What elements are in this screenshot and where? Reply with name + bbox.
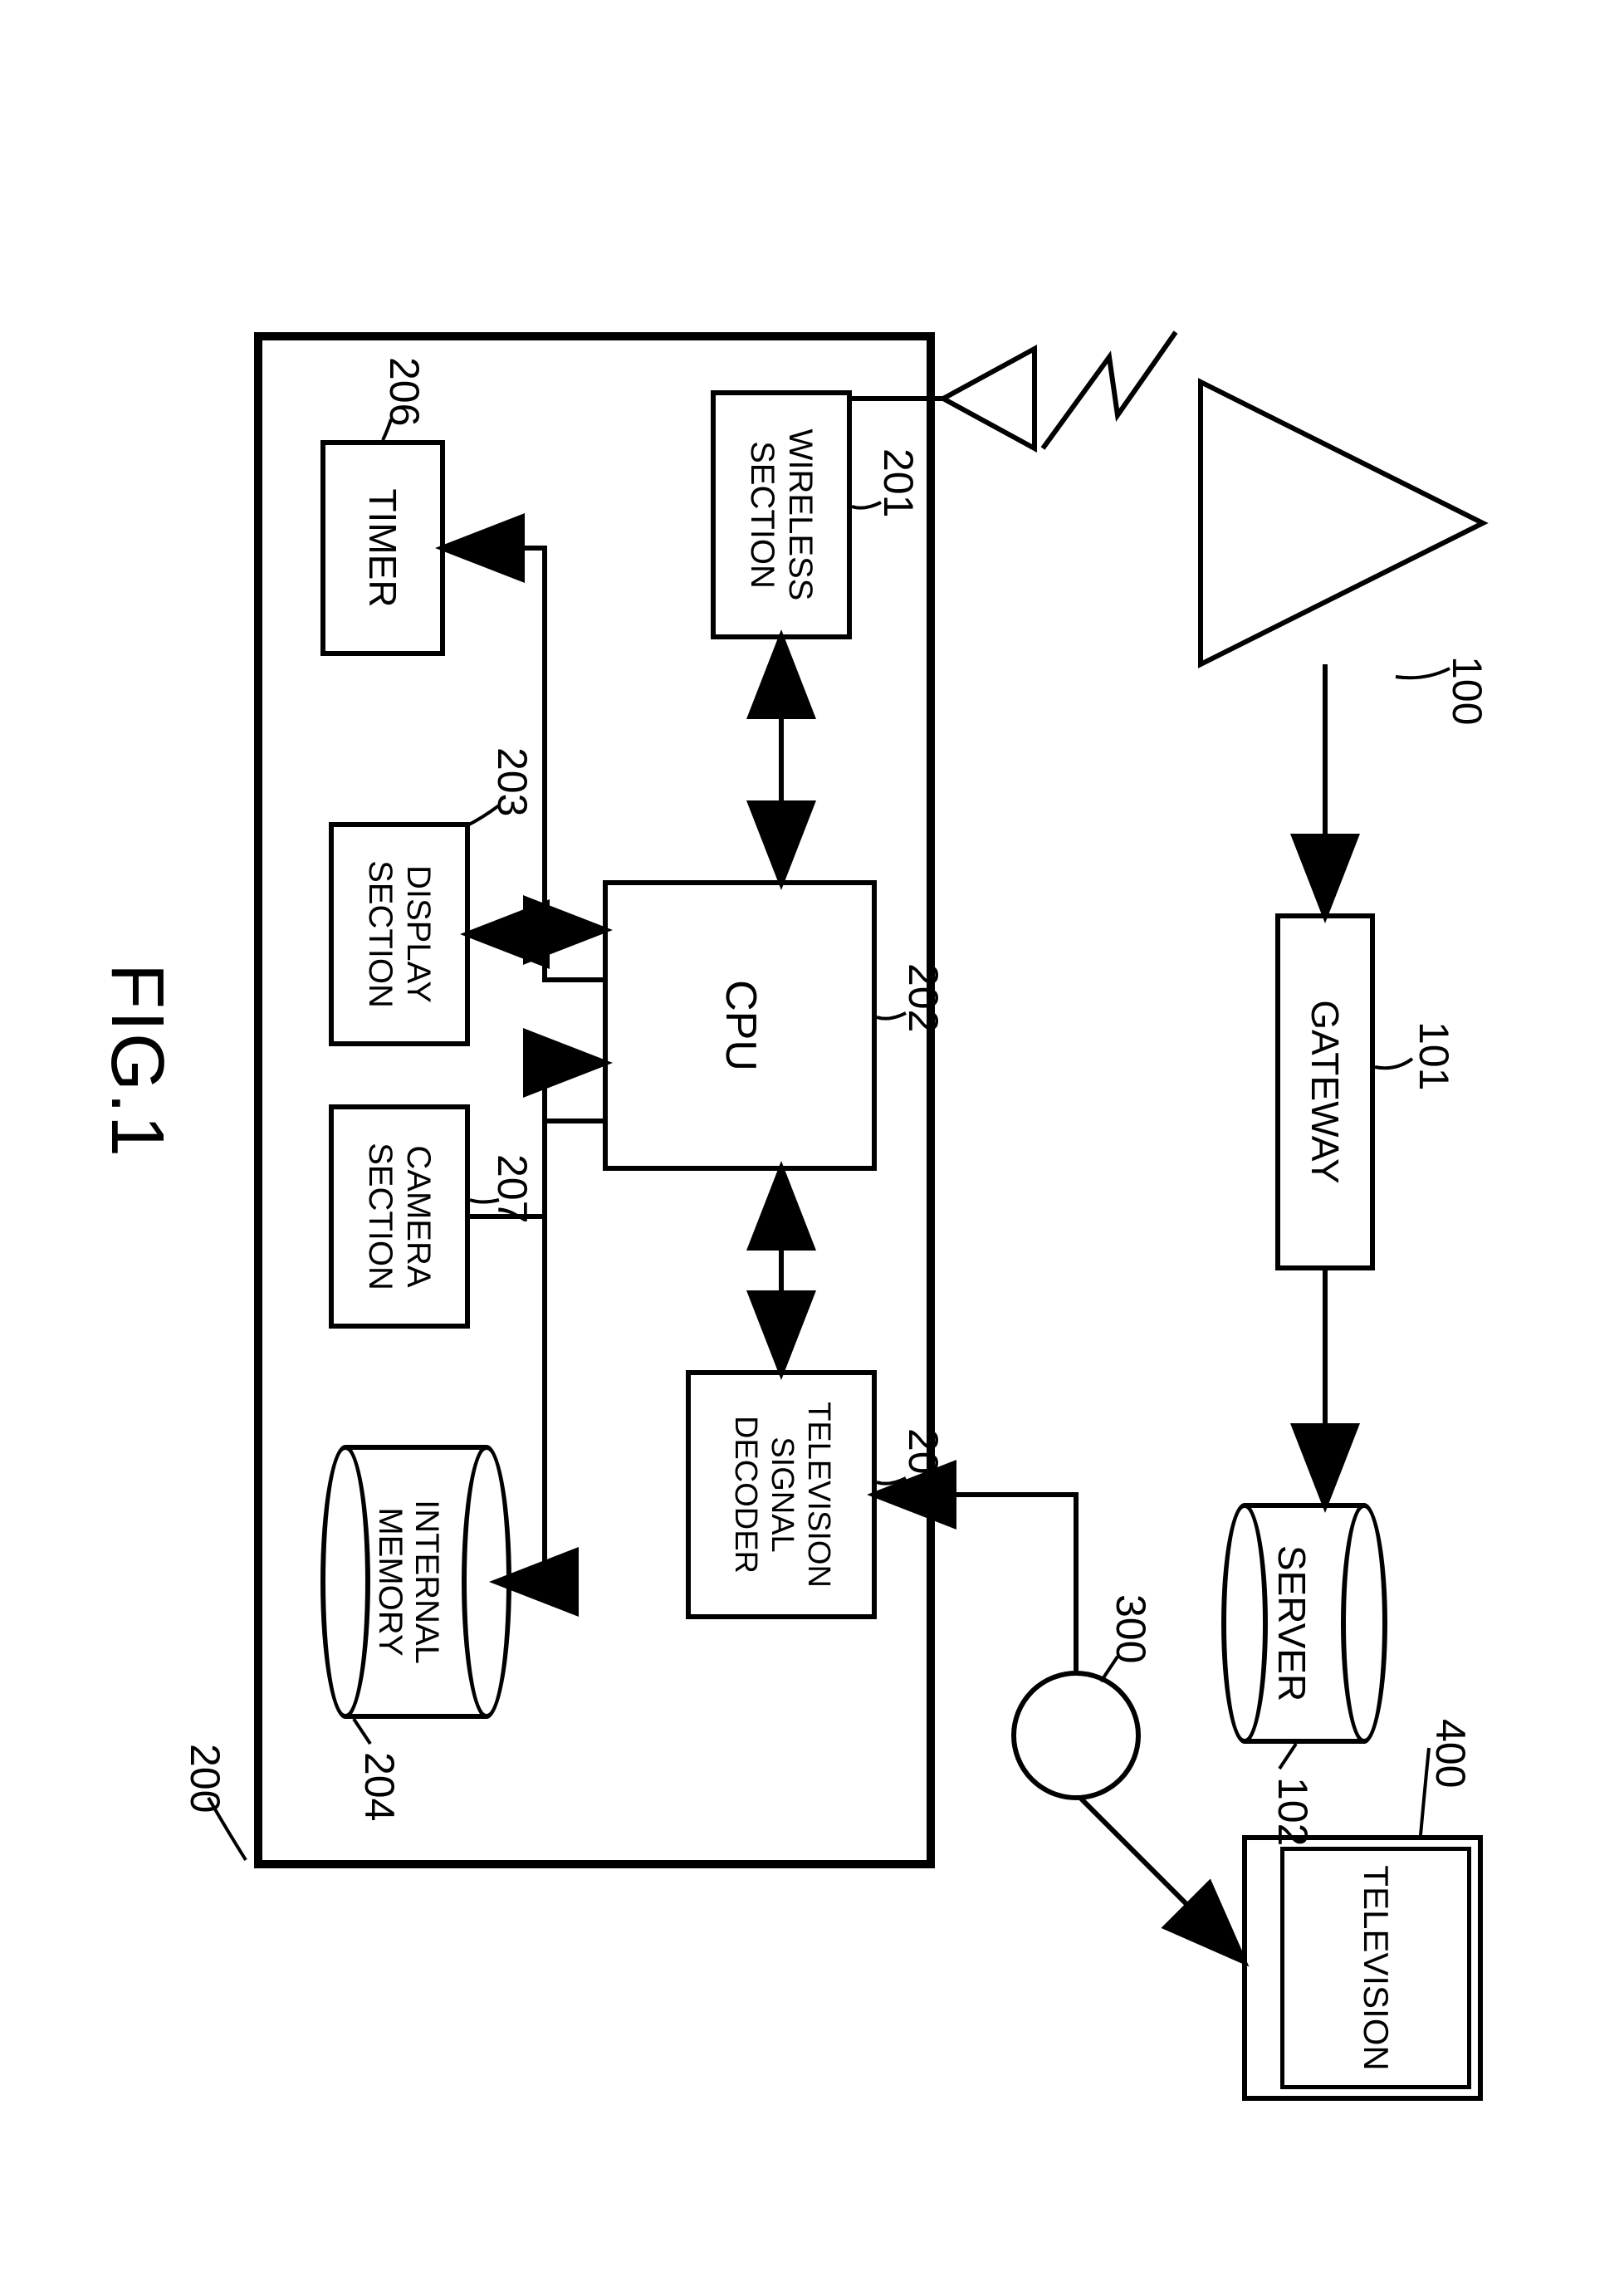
cpu-label: CPU	[715, 980, 765, 1071]
ref-101: 101	[1410, 1021, 1458, 1090]
camera-box: CAMERASECTION	[329, 1104, 470, 1329]
figure-label: FIG.1	[94, 963, 179, 1158]
diagram-canvas: GATEWAY TELEVISION SERVER WIRELESSSECTIO…	[83, 83, 1541, 2203]
decoder-box: TELEVISIONSIGNALDECODER	[686, 1370, 877, 1619]
receive-antenna-icon	[931, 349, 1035, 448]
timer-box: TIMER	[320, 440, 445, 656]
display-box: DISPLAYSECTION	[329, 822, 470, 1046]
ref-202: 202	[899, 963, 947, 1032]
ref-205: 205	[899, 1428, 947, 1497]
wireless-label: WIRELESSSECTION	[743, 429, 819, 601]
ref-207: 207	[488, 1154, 536, 1223]
base-station-triangle	[1201, 382, 1483, 664]
camera-label: CAMERASECTION	[361, 1143, 438, 1290]
gateway-box: GATEWAY	[1275, 913, 1375, 1270]
ref-400: 400	[1426, 1719, 1475, 1788]
wireless-box: WIRELESSSECTION	[711, 390, 852, 639]
antenna-node	[1014, 1673, 1138, 1798]
cpu-box: CPU	[603, 880, 877, 1171]
ref-300: 300	[1107, 1594, 1155, 1663]
memory-cylinder: INTERNALMEMORY	[320, 1445, 511, 1719]
wireless-bolt-icon	[1043, 332, 1176, 448]
display-label: DISPLAYSECTION	[361, 860, 438, 1008]
server-cylinder: SERVER	[1221, 1503, 1387, 1744]
ref-100: 100	[1443, 656, 1491, 725]
gateway-label: GATEWAY	[1304, 1000, 1348, 1184]
tv-box: TELEVISION	[1242, 1835, 1483, 2101]
tv-label: TELEVISION	[1356, 1865, 1396, 2070]
memory-label: INTERNALMEMORY	[372, 1500, 445, 1664]
server-label: SERVER	[1270, 1545, 1313, 1701]
decoder-label: TELEVISIONSIGNALDECODER	[726, 1402, 835, 1588]
ref-102: 102	[1269, 1777, 1317, 1846]
timer-label: TIMER	[361, 488, 405, 607]
ref-201: 201	[874, 448, 922, 517]
ref-204: 204	[355, 1752, 404, 1821]
ref-206: 206	[380, 357, 428, 426]
ref-203: 203	[488, 747, 536, 816]
ref-200: 200	[181, 1744, 229, 1813]
